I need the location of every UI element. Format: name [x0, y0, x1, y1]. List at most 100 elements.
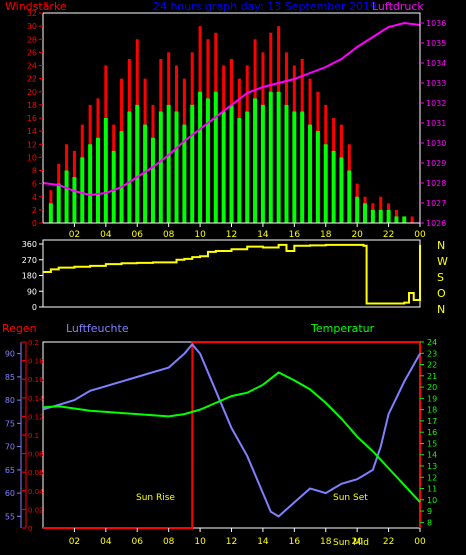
temperature-y-tick-label: 13 — [427, 462, 437, 471]
x-tick-label: 16 — [289, 230, 301, 240]
pressure-axis-label: Luftdruck — [372, 0, 424, 13]
wind-y-tick-label: 28 — [27, 35, 37, 44]
pressure-y-tick-label: 1030 — [426, 139, 446, 148]
rain-y-tick-label: 0.2 — [28, 339, 39, 347]
sun-set-label: Sun Set — [333, 493, 368, 503]
wind-axis-label: Windstärke — [5, 0, 67, 13]
wind-y-tick-label: 20 — [27, 88, 37, 97]
wind-y-tick-label: 24 — [27, 62, 37, 71]
pressure-y-tick-label: 1031 — [426, 119, 446, 128]
rain-y-tick-label: 0.12 — [28, 413, 44, 421]
x-tick-label: 12 — [226, 537, 237, 547]
temperature-y-tick-label: 20 — [427, 383, 437, 392]
pressure-y-tick-label: 1027 — [426, 199, 446, 208]
x-tick-label: 00 — [414, 230, 426, 240]
wind-y-tick-label: 18 — [27, 101, 37, 110]
direction-y-tick-label: 180 — [22, 272, 37, 281]
x-tick-label: 18 — [320, 537, 332, 547]
humidity-y-tick-label: 55 — [5, 512, 15, 521]
pressure-y-tick-label: 1026 — [426, 219, 446, 228]
temperature-y-tick-label: 22 — [427, 361, 437, 370]
temperature-y-tick-label: 14 — [427, 451, 437, 460]
x-tick-label: 22 — [383, 537, 394, 547]
pressure-y-tick-label: 1032 — [426, 99, 446, 108]
humidity-y-tick-label: 70 — [5, 443, 15, 452]
temperature-y-axis: 8 9 10 11 12 13 14 15 16 17 18 19 20 21 22 23 24 — [420, 338, 437, 527]
pressure-y-tick-label: 1036 — [426, 19, 446, 28]
wind-y-tick-label: 16 — [27, 114, 37, 123]
rain-y-tick-label: 0 — [28, 525, 32, 533]
wind-y-tick-label: 8 — [32, 167, 37, 176]
x-tick-label: 04 — [100, 230, 112, 240]
wind-y-tick-label: 30 — [27, 22, 37, 31]
x-tick-label: 06 — [132, 537, 144, 547]
rain-line — [43, 341, 421, 529]
rht-x-axis: 02 04 06 08 10 12 14 16 18 20 22 00 — [69, 528, 426, 547]
temperature-y-tick-label: 12 — [427, 473, 437, 482]
rain-y-tick-label: 0.14 — [28, 395, 44, 403]
wind-y-tick-label: 4 — [32, 193, 37, 202]
rain-y-tick-label: 0.06 — [28, 469, 44, 477]
humidity-y-tick-label: 90 — [5, 350, 15, 359]
direction-letter: N — [437, 239, 445, 252]
x-tick-label: 16 — [289, 537, 301, 547]
direction-letter: O — [437, 287, 446, 300]
temperature-y-tick-label: 15 — [427, 439, 437, 448]
rain-y-tick-label: 0.18 — [28, 358, 44, 366]
wind-y-tick-label: 14 — [27, 127, 37, 136]
humidity-y-tick-label: 85 — [5, 373, 15, 382]
wind-y-tick-label: 26 — [27, 48, 37, 57]
temperature-y-tick-label: 8 — [427, 518, 432, 527]
temperature-y-tick-label: 17 — [427, 417, 437, 426]
temperature-y-tick-label: 16 — [427, 428, 437, 437]
direction-letter: W — [437, 255, 448, 268]
x-tick-label: 00 — [414, 537, 426, 547]
pressure-y-tick-label: 1028 — [426, 179, 446, 188]
pressure-y-tick-label: 1035 — [426, 39, 446, 48]
rain-y-tick-label: 0.04 — [28, 488, 44, 496]
rain-y-tick-label: 0.16 — [28, 376, 44, 384]
direction-y-tick-label: 90 — [27, 287, 37, 296]
x-tick-label: 14 — [257, 230, 269, 240]
direction-letter: S — [437, 271, 444, 284]
direction-letter: N — [437, 303, 445, 316]
rain-y-tick-label: 0.1 — [28, 432, 39, 440]
wind-x-axis: 02 04 06 08 10 12 14 16 18 20 22 00 — [69, 223, 426, 240]
direction-y-tick-label: 360 — [22, 240, 37, 249]
x-tick-label: 02 — [69, 230, 80, 240]
x-tick-label: 08 — [163, 230, 175, 240]
humidity-axis-label: Luftfeuchte — [66, 322, 129, 335]
rain-humidity-temperature-panel: 00.020.040.060.080.10.120.140.160.180.2 … — [5, 338, 437, 548]
x-tick-label: 20 — [351, 230, 363, 240]
wind-y-tick-label: 6 — [32, 180, 37, 189]
rain-axis-label: Regen — [2, 322, 37, 335]
temperature-y-tick-label: 24 — [427, 338, 437, 347]
rain-y-axis: 0 0.02 0.04 0.06 0.08 0.1 0.12 0.14 0.16 0.18 0.2 — [22, 339, 44, 533]
temperature-y-tick-label: 21 — [427, 372, 437, 381]
direction-line — [43, 243, 421, 305]
direction-y-tick-label: 0 — [32, 303, 37, 312]
sun-rise-label: Sun Rise — [136, 493, 175, 503]
temperature-y-tick-label: 10 — [427, 496, 437, 505]
humidity-line — [42, 342, 421, 518]
humidity-y-tick-label: 65 — [5, 466, 15, 475]
direction-y-tick-label: 270 — [22, 256, 37, 265]
wind-y-tick-label: 32 — [27, 9, 37, 18]
x-tick-label: 10 — [194, 537, 206, 547]
humidity-y-tick-label: 60 — [5, 489, 15, 498]
x-tick-label: 20 — [351, 537, 363, 547]
pressure-y-tick-label: 1029 — [426, 159, 446, 168]
wind-y-tick-label: 22 — [27, 75, 37, 84]
x-tick-label: 12 — [226, 230, 237, 240]
wind-y-tick-label: 2 — [32, 206, 37, 215]
rain-y-tick-label: 0.02 — [28, 506, 44, 514]
sun-mid-label: Sun Mid — [333, 538, 369, 548]
humidity-y-tick-label: 80 — [5, 396, 15, 405]
temperature-y-tick-label: 23 — [427, 349, 437, 358]
pressure-line — [42, 21, 421, 197]
wind-bars — [48, 26, 414, 223]
